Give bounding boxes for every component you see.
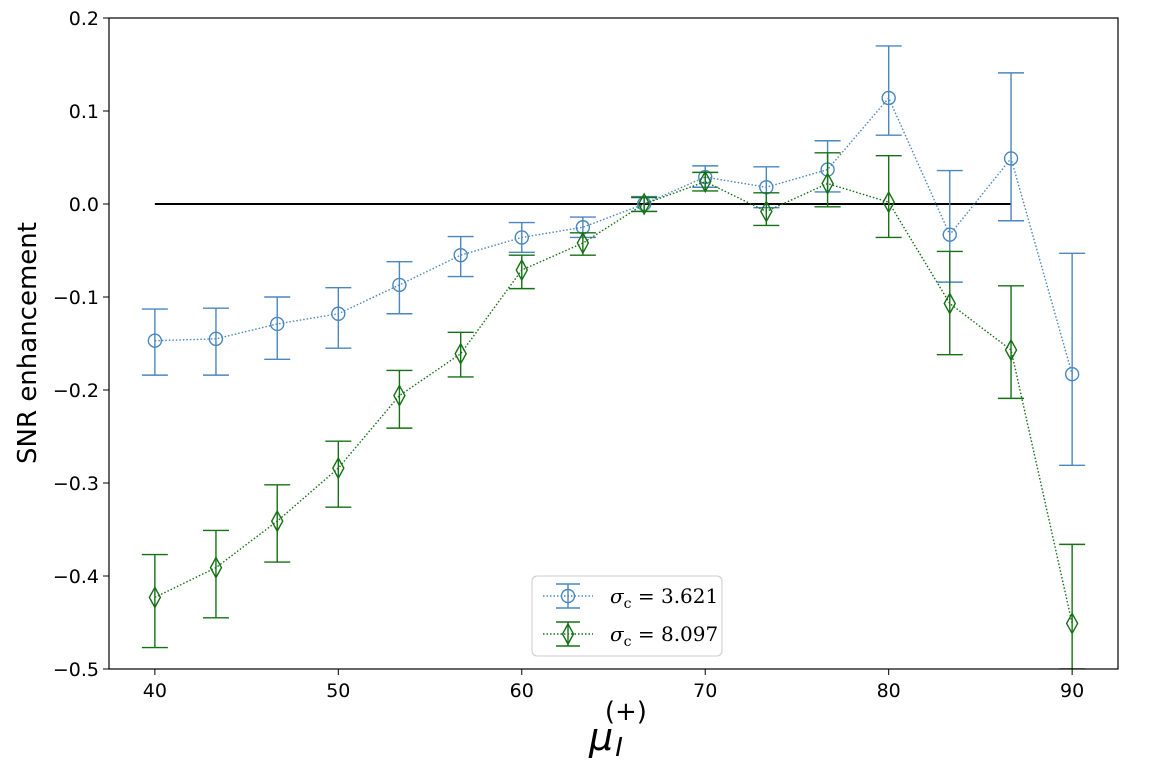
legend-label-sub: c [624, 634, 632, 650]
data-point [453, 247, 468, 263]
series-line [154, 96, 1073, 375]
legend-label-symbol: σ [610, 622, 625, 646]
y-tick-label: −0.5 [53, 659, 99, 681]
x-tick-label: 60 [510, 680, 534, 702]
data-point [942, 227, 957, 242]
legend-label-value: = 8.097 [632, 622, 719, 646]
y-tick-label: −0.1 [53, 287, 99, 309]
data-point [208, 331, 224, 347]
y-tick-label: 0.0 [69, 194, 99, 216]
data-point [1003, 151, 1019, 166]
data-point [760, 199, 773, 223]
x-tick-label: 40 [143, 680, 167, 702]
plot-background [109, 18, 1118, 669]
x-axis-title-superscript: (+) [605, 697, 647, 727]
legend-marker [561, 622, 575, 646]
legend-label-sub: c [624, 596, 632, 612]
legend-label: σc = 8.097 [610, 622, 718, 650]
y-tick-label: −0.3 [53, 473, 99, 495]
legend-label-symbol: σ [610, 584, 625, 608]
data-point [637, 192, 651, 216]
legend-label-value: = 3.621 [632, 584, 719, 608]
data-point [576, 231, 590, 255]
data-point [209, 556, 223, 580]
data-point [270, 509, 284, 533]
x-tick-label: 50 [326, 680, 350, 702]
data-point [393, 384, 406, 408]
legend-entry-2: σc = 8.097 [543, 621, 718, 650]
series-1 [141, 45, 1086, 467]
x-axis-title-subscript: I [615, 733, 623, 763]
data-point [1064, 366, 1080, 382]
plot-frame [108, 17, 1119, 670]
data-point [882, 190, 895, 214]
data-point [454, 342, 467, 366]
y-tick-label: 0.1 [69, 101, 99, 123]
y-axis-title: SNR enhancement [13, 222, 43, 464]
data-point [270, 316, 285, 332]
data-point [392, 277, 407, 293]
data-point [148, 585, 162, 609]
legend-entry-1: σc = 3.621 [543, 583, 718, 612]
x-tick-label: 70 [693, 680, 717, 702]
data-point [1004, 338, 1018, 362]
series-2 [141, 152, 1086, 669]
data-point [943, 292, 957, 315]
data-point [881, 90, 896, 106]
data-point [1065, 611, 1079, 635]
legend-label: σc = 3.621 [610, 584, 718, 612]
x-axis-title: μI (+) [588, 697, 647, 763]
x-axis-title-symbol: μ [588, 715, 613, 759]
data-point [332, 456, 345, 480]
y-tick-label: −0.4 [53, 566, 99, 588]
x-tick-label: 90 [1060, 680, 1084, 702]
y-tick-label: −0.2 [53, 380, 99, 402]
data-point [515, 258, 529, 282]
data-point [331, 306, 346, 321]
data-point [147, 333, 163, 348]
data-point [514, 230, 529, 245]
x-tick-label: 80 [877, 680, 901, 702]
y-tick-label: 0.2 [69, 8, 99, 30]
legend-marker [560, 588, 576, 604]
data-point [821, 172, 834, 195]
data-point [698, 170, 712, 194]
